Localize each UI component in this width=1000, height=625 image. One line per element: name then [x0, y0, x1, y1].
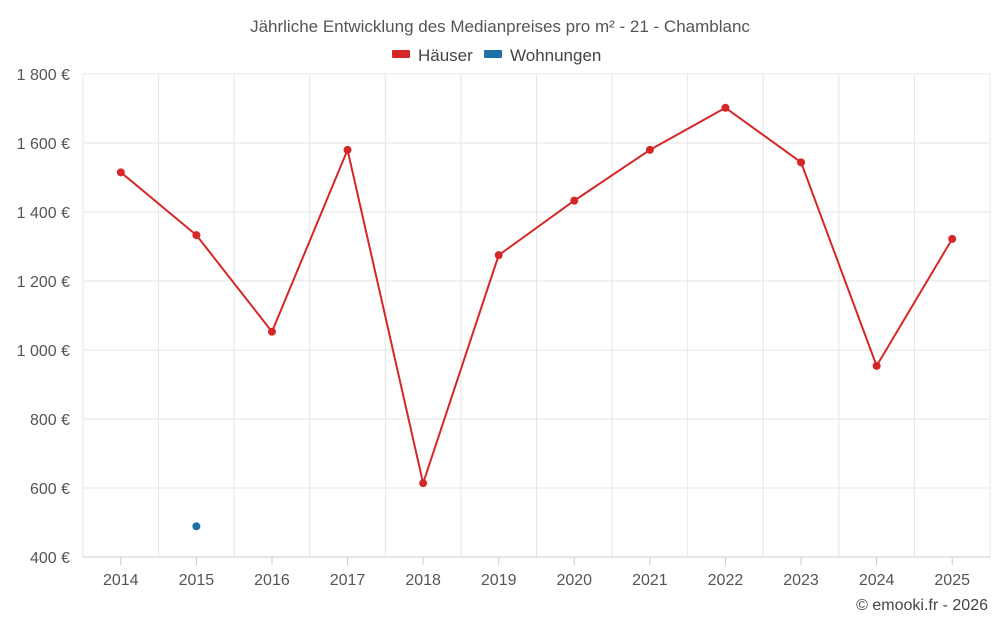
data-point-haeuser[interactable]	[570, 196, 579, 205]
data-point-haeuser[interactable]	[267, 327, 276, 336]
legend-item-haeuser[interactable]: Häuser	[392, 46, 473, 65]
data-point-haeuser[interactable]	[797, 158, 806, 167]
y-axis-ticks: 400 € 600 € 800 € 1 000 € 1 200 € 1 400 € 1 60…	[17, 67, 70, 567]
x-tick-label: 2016	[254, 572, 290, 589]
data-point-haeuser[interactable]	[494, 251, 503, 260]
x-tick-label: 2023	[783, 572, 819, 589]
x-axis-ticks: 2014 2015 2016 2017 2018 2019 2020 2021 2022 2023…	[103, 557, 970, 589]
legend-label-wohnungen: Wohnungen	[510, 46, 601, 65]
data-point-haeuser[interactable]	[721, 103, 730, 112]
series-layer	[116, 103, 957, 531]
chart-title: Jährliche Entwicklung des Medianpreises …	[250, 17, 750, 36]
x-tick-label: 2018	[405, 572, 441, 589]
data-point-haeuser[interactable]	[645, 145, 654, 154]
y-tick-label: 400 €	[30, 550, 70, 567]
legend-label-haeuser: Häuser	[418, 46, 473, 65]
x-tick-label: 2017	[330, 572, 366, 589]
data-point-haeuser[interactable]	[419, 479, 428, 488]
data-point-haeuser[interactable]	[343, 145, 352, 154]
legend: Häuser Wohnungen	[392, 46, 601, 65]
y-tick-label: 1 800 €	[17, 67, 70, 84]
legend-item-wohnungen[interactable]: Wohnungen	[484, 46, 601, 65]
data-point-haeuser[interactable]	[948, 234, 957, 243]
x-tick-label: 2025	[934, 572, 970, 589]
grid	[82, 73, 991, 557]
y-tick-label: 1 600 €	[17, 136, 70, 153]
x-tick-label: 2014	[103, 572, 139, 589]
x-tick-label: 2024	[859, 572, 895, 589]
x-tick-label: 2019	[481, 572, 517, 589]
legend-swatch-wohnungen	[484, 50, 502, 58]
x-tick-label: 2021	[632, 572, 668, 589]
data-point-wohnungen[interactable]	[192, 522, 201, 531]
y-tick-label: 1 000 €	[17, 343, 70, 360]
y-tick-label: 800 €	[30, 412, 70, 429]
data-point-haeuser[interactable]	[872, 361, 881, 370]
legend-swatch-haeuser	[392, 50, 410, 58]
series-line-haeuser	[120, 106, 954, 485]
y-tick-label: 600 €	[30, 481, 70, 498]
x-tick-label: 2020	[556, 572, 592, 589]
data-point-haeuser[interactable]	[116, 168, 125, 177]
x-tick-label: 2022	[708, 572, 744, 589]
y-tick-label: 1 200 €	[17, 274, 70, 291]
y-tick-label: 1 400 €	[17, 205, 70, 222]
credit-text: © emooki.fr - 2026	[856, 597, 988, 614]
data-point-haeuser[interactable]	[192, 231, 201, 240]
x-tick-label: 2015	[179, 572, 215, 589]
